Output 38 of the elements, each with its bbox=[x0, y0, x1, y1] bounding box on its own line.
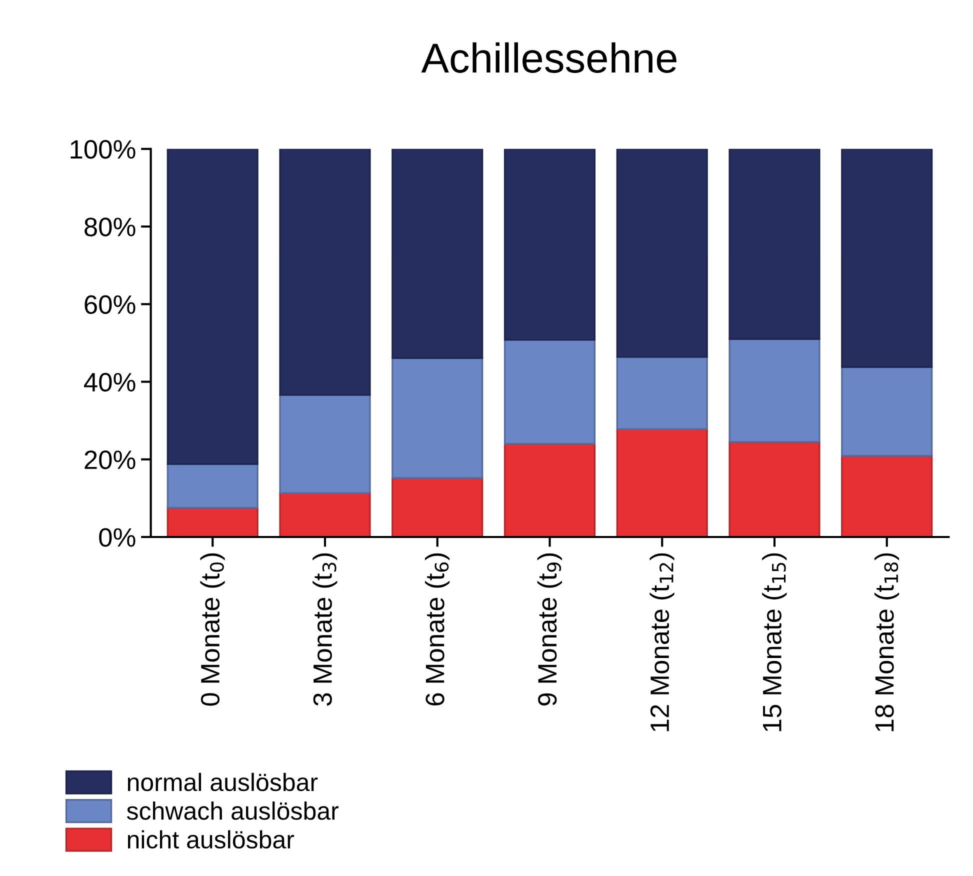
bar bbox=[392, 357, 484, 479]
bar bbox=[728, 441, 820, 537]
bar bbox=[504, 339, 596, 445]
bar bbox=[166, 507, 258, 537]
x-tick-label: 3 Monate (t$_{3}$) bbox=[312, 553, 338, 706]
bar bbox=[166, 148, 258, 465]
bar bbox=[616, 356, 708, 430]
y-tick-label: 20% bbox=[84, 450, 136, 470]
bar bbox=[841, 148, 933, 368]
legend-label: nicht auslösbar bbox=[128, 830, 294, 849]
bar bbox=[166, 463, 258, 509]
bar bbox=[279, 492, 371, 537]
bar bbox=[392, 477, 484, 537]
bar bbox=[392, 148, 484, 359]
x-tick-label: 6 Monate (t$_{6}$) bbox=[424, 553, 450, 706]
x-tick-label: 15 Monate (t$_{15}$) bbox=[762, 553, 787, 732]
bar bbox=[841, 366, 933, 457]
y-tick-label: 60% bbox=[84, 295, 136, 314]
y-tick-label: 40% bbox=[84, 372, 136, 392]
legend-label: schwach auslösbar bbox=[126, 802, 338, 820]
bar bbox=[728, 338, 820, 443]
x-tick-label: 18 Monate (t$_{18}$) bbox=[874, 553, 900, 732]
bar bbox=[728, 148, 820, 340]
y-tick-label: 80% bbox=[84, 218, 136, 236]
y-tick-label: 100% bbox=[70, 140, 136, 159]
chart-title: Achillessehne bbox=[421, 42, 676, 73]
bar bbox=[279, 148, 371, 396]
bar bbox=[279, 394, 371, 494]
legend-label: normal auslösbar bbox=[128, 772, 318, 792]
x-tick-label: 12 Monate (t$_{12}$) bbox=[650, 553, 674, 732]
bar bbox=[616, 428, 708, 537]
y-tick-label: 0% bbox=[99, 528, 136, 547]
bar bbox=[504, 443, 596, 537]
x-tick-label: 0 Monate (t$_{0}$) bbox=[200, 553, 225, 706]
bar bbox=[841, 455, 933, 537]
bar bbox=[616, 148, 708, 358]
x-tick-label: 9 Monate (t$_{9}$) bbox=[537, 553, 562, 706]
bar bbox=[504, 148, 596, 341]
